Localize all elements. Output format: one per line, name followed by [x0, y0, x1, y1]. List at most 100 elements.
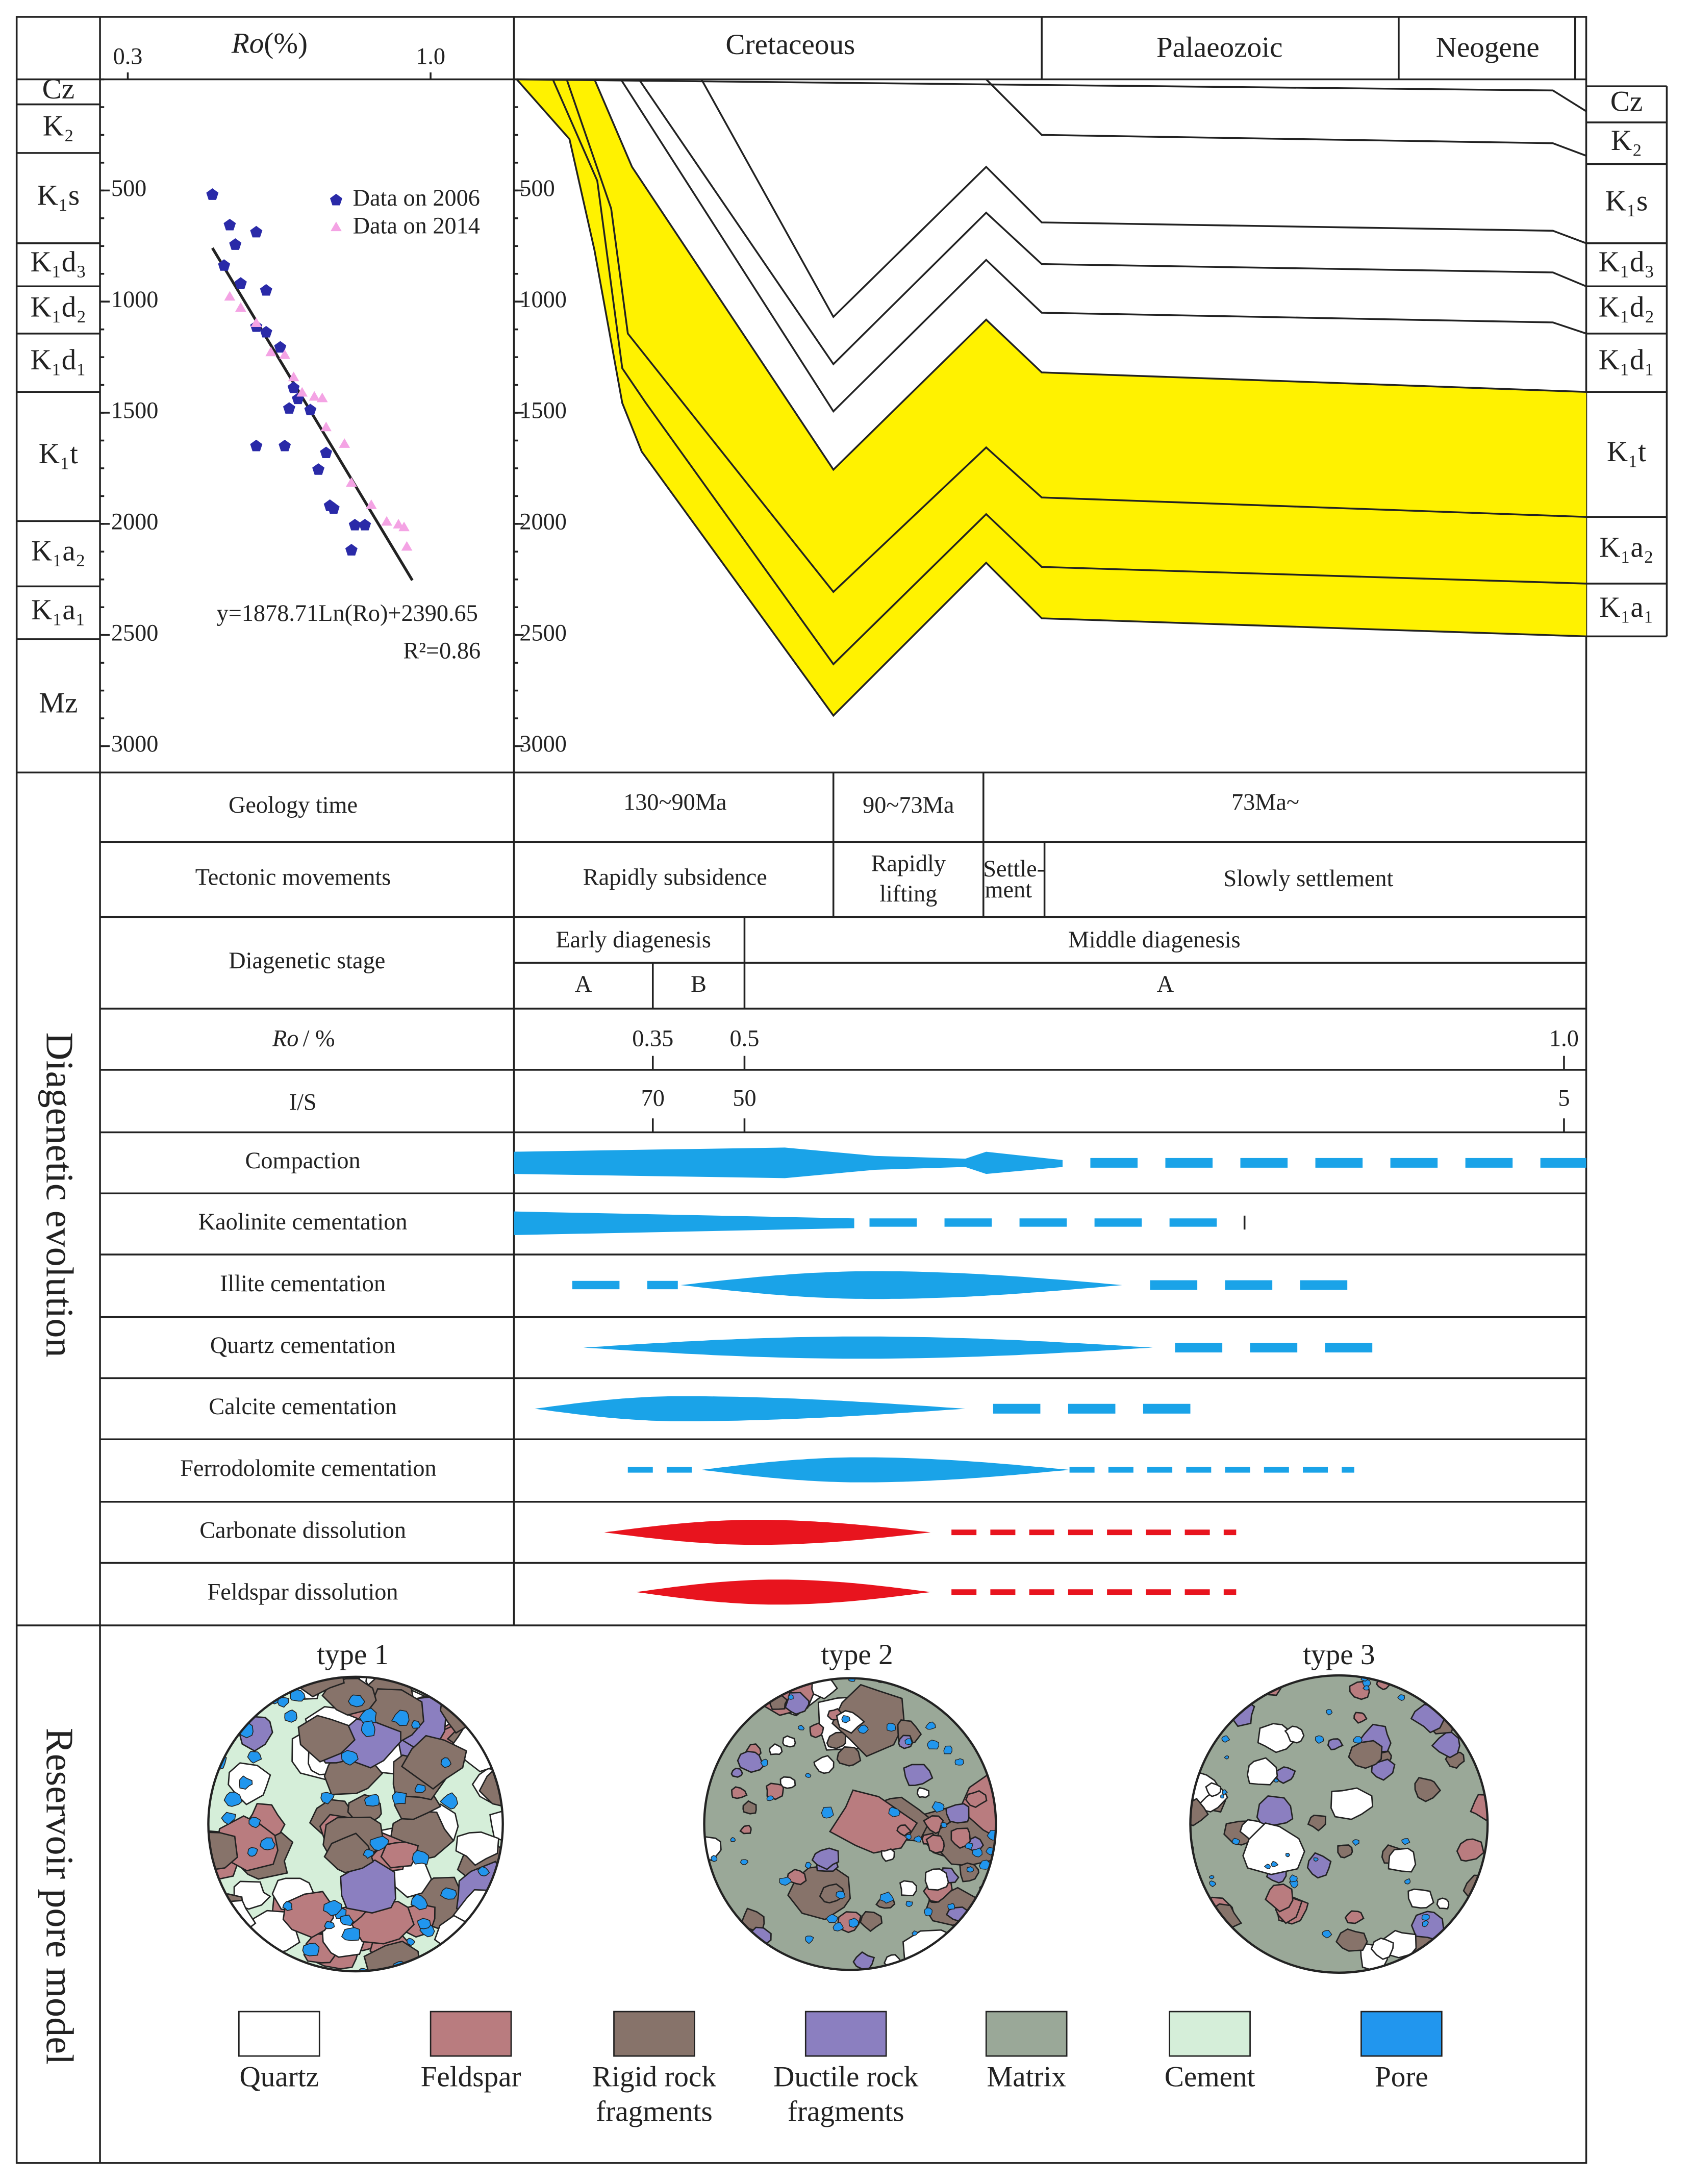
cell-text: Diagenetic stage — [229, 948, 385, 974]
grain — [826, 1731, 846, 1749]
grain — [297, 1715, 356, 1763]
grain — [926, 1739, 940, 1750]
pore-model-3 — [1190, 1675, 1488, 1973]
grain — [247, 1751, 262, 1764]
legend-marker — [330, 193, 342, 206]
cell-text: Slowly settlement — [1224, 866, 1394, 892]
strat-label: K₁a₂ — [31, 535, 86, 567]
grain — [1431, 1731, 1460, 1759]
grain — [979, 1746, 995, 1761]
grain — [978, 1860, 991, 1870]
data-point — [288, 371, 299, 382]
cell-text: 5 — [1558, 1085, 1570, 1111]
grain — [1289, 1874, 1298, 1882]
grain — [925, 1721, 936, 1730]
grain — [1327, 1738, 1344, 1750]
grain — [1285, 1852, 1290, 1857]
grain — [1273, 1778, 1279, 1783]
grain — [221, 1812, 236, 1825]
grain — [959, 1862, 979, 1882]
legend-label: Rigid rock — [592, 2061, 716, 2093]
data-point — [345, 544, 358, 556]
grain — [913, 1835, 922, 1843]
section-title: Reservoir pore model — [38, 1728, 81, 2065]
grain — [362, 1849, 374, 1859]
legend-label: fragments — [596, 2096, 713, 2128]
grain — [1371, 1759, 1396, 1781]
grain — [819, 1883, 845, 1904]
data-point — [304, 404, 317, 415]
grain — [831, 1672, 839, 1678]
grain — [1209, 1880, 1217, 1888]
depth-tick-label: 2500 — [519, 620, 567, 646]
grain — [924, 1868, 949, 1891]
cell-text: lifting — [879, 881, 937, 907]
data-point — [365, 499, 377, 509]
legend-label: fragments — [788, 2096, 904, 2128]
legend-swatch — [985, 2011, 1068, 2057]
grain — [925, 1834, 945, 1854]
strat-label: Cz — [1610, 86, 1643, 118]
grain — [945, 1803, 970, 1824]
grain — [886, 1723, 896, 1732]
legend-swatch — [238, 2011, 320, 2057]
grain — [439, 1792, 459, 1810]
depth-tick-label: 1500 — [519, 398, 567, 424]
cell-text: Middle diagenesis — [1068, 927, 1241, 953]
grain — [1344, 1910, 1365, 1924]
grain — [440, 1757, 452, 1768]
process-band — [514, 1211, 854, 1235]
grain — [364, 1794, 380, 1807]
grain — [965, 1842, 973, 1850]
legend-swatch — [430, 2011, 512, 2057]
legend-swatch — [1169, 2011, 1251, 2057]
grain — [786, 1869, 807, 1886]
grain — [320, 1792, 335, 1804]
grain — [1348, 1740, 1383, 1769]
cell-text: 1.0 — [1549, 1025, 1579, 1051]
grain — [1436, 1897, 1450, 1910]
section-title: Diagenetic evolution — [38, 1032, 81, 1357]
strat-label: K₁d₃ — [30, 246, 86, 278]
grain — [760, 1759, 768, 1767]
grain — [455, 1831, 499, 1866]
data-point — [393, 519, 404, 529]
legend-swatch — [804, 2011, 887, 2057]
grain — [940, 1822, 948, 1828]
depth-tick-label: 2000 — [519, 509, 567, 535]
cell-text: Illite cementation — [220, 1271, 386, 1297]
cell-text: Rapidly subsidence — [583, 865, 767, 891]
legend-label: Ductile rock — [773, 2061, 919, 2093]
cell-text: 70 — [641, 1085, 665, 1111]
grain — [841, 1715, 851, 1723]
data-point — [320, 421, 332, 432]
grain — [690, 1856, 701, 1866]
process-band — [701, 1457, 1070, 1483]
grain — [1190, 1838, 1194, 1859]
cell-text: Compaction — [245, 1148, 361, 1174]
cell-text: 90~73Ma — [863, 792, 954, 818]
grain — [779, 1776, 796, 1789]
grain — [731, 1786, 748, 1799]
grain — [859, 1911, 883, 1932]
legend-label: Data on 2006 — [353, 185, 480, 211]
grain — [739, 1824, 752, 1835]
grain — [848, 1917, 859, 1928]
cell-text: Feldspar dissolution — [208, 1579, 398, 1605]
cell-text: 73Ma~ — [1231, 789, 1299, 815]
grain — [1315, 1735, 1324, 1744]
grain — [1209, 1875, 1215, 1879]
depth-tick-label: 1000 — [519, 287, 567, 313]
grain — [959, 1768, 996, 1846]
ro-tick-label: 1.0 — [416, 43, 445, 69]
data-point — [283, 402, 295, 414]
cell-text: Carbonate dissolution — [199, 1517, 406, 1543]
grain — [1388, 1847, 1417, 1873]
grain — [836, 1746, 862, 1767]
cell-text: Calcite cementation — [209, 1394, 397, 1420]
legend-label: Quartz — [240, 2061, 319, 2093]
grain — [911, 1930, 919, 1936]
grain — [475, 1906, 492, 1920]
grain — [341, 1927, 361, 1941]
